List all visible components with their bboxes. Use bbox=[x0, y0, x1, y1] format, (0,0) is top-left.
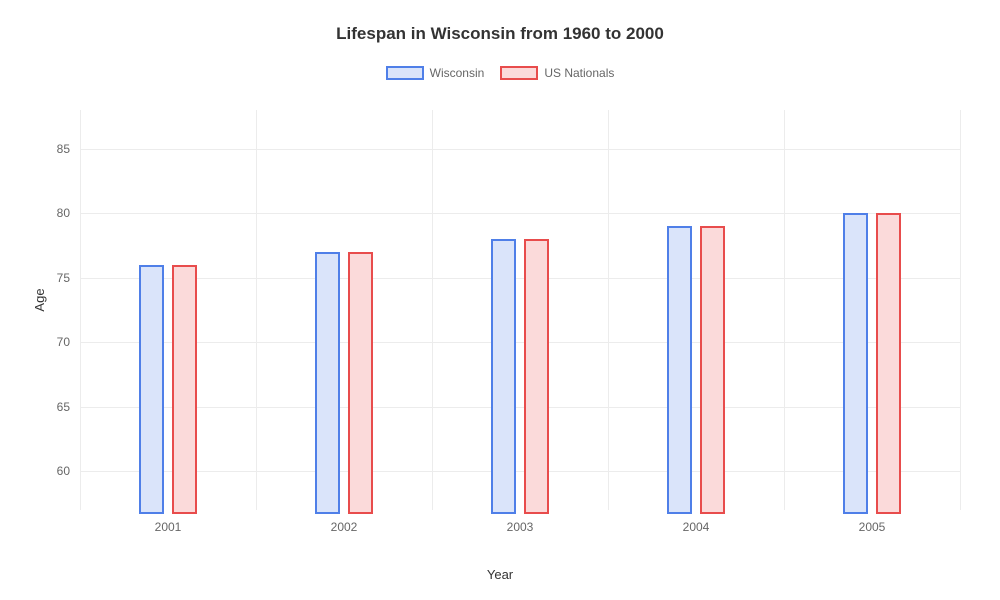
gridline-vertical bbox=[784, 110, 785, 510]
bar bbox=[876, 213, 901, 514]
y-tick-label: 75 bbox=[57, 271, 70, 285]
gridline-horizontal bbox=[80, 149, 960, 150]
x-tick-label: 2003 bbox=[507, 520, 534, 534]
gridline-vertical bbox=[432, 110, 433, 510]
gridline-horizontal bbox=[80, 278, 960, 279]
bar bbox=[172, 265, 197, 514]
bar bbox=[700, 226, 725, 514]
legend-swatch-wisconsin bbox=[386, 66, 424, 80]
gridline-horizontal bbox=[80, 407, 960, 408]
legend-label-wisconsin: Wisconsin bbox=[430, 66, 485, 80]
x-tick-label: 2005 bbox=[859, 520, 886, 534]
chart-title: Lifespan in Wisconsin from 1960 to 2000 bbox=[0, 0, 1000, 44]
y-tick-label: 65 bbox=[57, 400, 70, 414]
x-axis-label: Year bbox=[487, 567, 513, 582]
bar bbox=[491, 239, 516, 514]
x-tick-label: 2002 bbox=[331, 520, 358, 534]
legend-swatch-us-nationals bbox=[500, 66, 538, 80]
legend: Wisconsin US Nationals bbox=[0, 66, 1000, 80]
bar bbox=[315, 252, 340, 514]
gridline-horizontal bbox=[80, 471, 960, 472]
x-tick-label: 2001 bbox=[155, 520, 182, 534]
gridline-vertical bbox=[256, 110, 257, 510]
y-axis-label: Age bbox=[32, 288, 47, 311]
gridline-vertical bbox=[80, 110, 81, 510]
legend-label-us-nationals: US Nationals bbox=[544, 66, 614, 80]
gridline-vertical bbox=[960, 110, 961, 510]
gridline-vertical bbox=[608, 110, 609, 510]
y-tick-label: 85 bbox=[57, 142, 70, 156]
bar bbox=[139, 265, 164, 514]
bar bbox=[524, 239, 549, 514]
y-tick-label: 70 bbox=[57, 335, 70, 349]
bar bbox=[348, 252, 373, 514]
gridline-horizontal bbox=[80, 342, 960, 343]
x-tick-label: 2004 bbox=[683, 520, 710, 534]
y-tick-label: 80 bbox=[57, 206, 70, 220]
plot-area: 60657075808520012002200320042005 bbox=[80, 110, 960, 510]
gridline-horizontal bbox=[80, 213, 960, 214]
legend-item-us-nationals: US Nationals bbox=[500, 66, 614, 80]
bar bbox=[843, 213, 868, 514]
bar bbox=[667, 226, 692, 514]
y-tick-label: 60 bbox=[57, 464, 70, 478]
legend-item-wisconsin: Wisconsin bbox=[386, 66, 485, 80]
